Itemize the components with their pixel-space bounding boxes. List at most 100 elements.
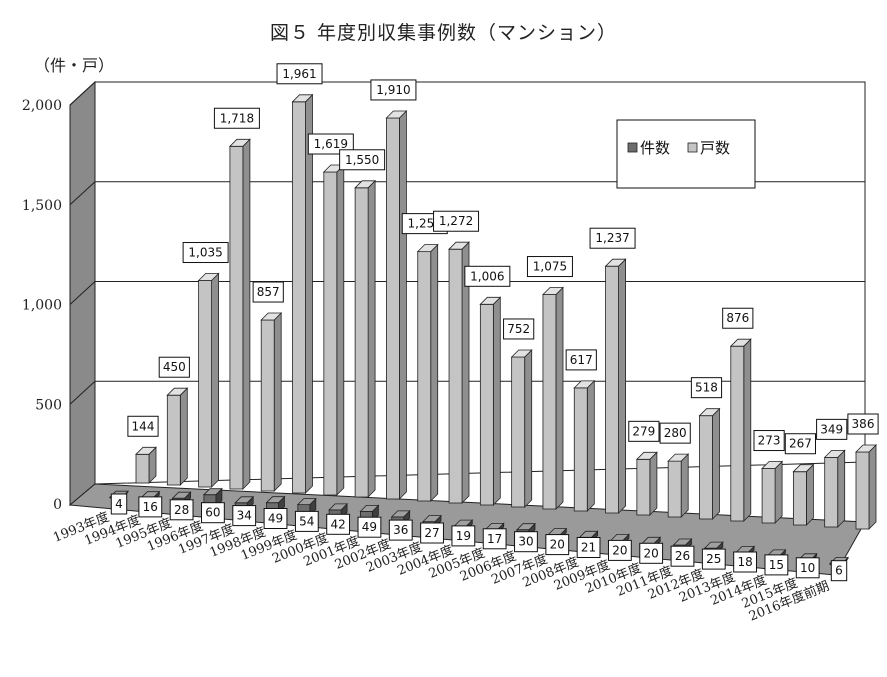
data-label-戸数-box: [628, 420, 660, 442]
data-label-件数-box: [514, 531, 538, 553]
bar-戸数: [824, 456, 839, 528]
bar-戸数-top: [228, 138, 251, 147]
bar-戸数-top: [166, 387, 189, 396]
bar-戸数: [730, 345, 745, 522]
bar-戸数-top: [510, 349, 533, 358]
bar-戸数-top: [604, 258, 627, 267]
data-label-戸数: 518: [695, 381, 718, 395]
bar-戸数-top: [698, 408, 721, 417]
bar-戸数-side: [211, 272, 220, 488]
bar-戸数-side: [743, 338, 752, 522]
bar-戸数: [354, 187, 369, 498]
data-label-件数-box: [545, 534, 570, 556]
legend-label: 戸数: [700, 139, 730, 157]
data-label-件数: 42: [330, 517, 345, 531]
bar-件数-top: [359, 504, 380, 512]
data-label-件数: 36: [393, 523, 408, 537]
bar-件数-top: [328, 503, 349, 511]
data-label-戸数: 267: [789, 437, 812, 451]
data-label-戸数-box: [307, 133, 354, 155]
data-label-戸数-box: [464, 265, 511, 287]
data-label-戸数: 876: [726, 311, 749, 325]
bar-戸数-side: [273, 312, 282, 492]
data-label-戸数: 1,272: [439, 214, 473, 228]
data-label-件数: 6: [835, 564, 843, 578]
bar-戸数-side: [774, 460, 783, 524]
y-tick-label: 2,000: [22, 98, 62, 114]
data-label-戸数-box: [158, 356, 190, 378]
data-label-件数-box: [263, 508, 288, 529]
data-label-件数: 20: [612, 543, 627, 557]
side-gridline: [69, 81, 96, 106]
data-label-戸数-box: [276, 63, 323, 85]
bar-件数-top: [390, 510, 411, 518]
data-label-戸数: 450: [163, 360, 186, 374]
bar-戸数-side: [868, 444, 877, 530]
data-label-戸数-box: [659, 422, 691, 444]
data-label-件数-box: [795, 557, 820, 579]
data-label-件数: 60: [205, 506, 220, 520]
data-label-件数-box: [733, 551, 757, 573]
bar-戸数: [260, 319, 275, 492]
bar-戸数-side: [179, 387, 188, 486]
data-label-戸数-box: [753, 430, 785, 452]
data-label-件数-box: [576, 537, 601, 558]
bar-件数-top: [422, 515, 442, 522]
y-tick-label: 1,500: [22, 198, 62, 214]
data-label-戸数-box: [252, 281, 284, 303]
bar-戸数-side: [806, 463, 814, 526]
bar-戸数: [229, 145, 244, 490]
data-label-戸数: 1,961: [282, 67, 316, 81]
bar-戸数: [761, 468, 776, 524]
bar-戸数-side: [524, 349, 533, 508]
bar-戸数-side: [618, 258, 626, 514]
bar-件数-top: [234, 496, 255, 504]
bar-戸数-side: [430, 243, 439, 502]
data-label-戸数-box: [722, 307, 754, 329]
data-label-戸数-box: [503, 318, 535, 340]
bar-戸数-side: [555, 286, 564, 510]
bar-戸数: [542, 294, 557, 510]
data-label-件数: 20: [644, 546, 659, 560]
data-label-件数-box: [388, 519, 413, 541]
data-label-件数: 21: [581, 541, 596, 555]
data-label-戸数: 1,237: [595, 231, 629, 245]
bar-戸数-top: [823, 449, 846, 458]
data-label-戸数: 752: [507, 322, 530, 336]
data-label-戸数: 273: [758, 434, 781, 448]
bar-戸数-top: [385, 110, 408, 119]
data-label-件数-box: [420, 522, 444, 544]
bar-戸数-top: [855, 444, 877, 453]
data-label-件数-box: [670, 545, 695, 567]
bar-戸数: [573, 387, 588, 512]
data-label-戸数-box: [589, 227, 636, 249]
bar-戸数-top: [416, 244, 439, 253]
data-label-件数: 49: [268, 512, 283, 526]
data-label-件数-box: [169, 499, 194, 521]
data-label-件数: 19: [456, 529, 471, 543]
bar-戸数: [792, 471, 807, 526]
data-label-件数: 28: [174, 503, 189, 517]
data-label-件数: 16: [143, 500, 158, 514]
bar-戸数-top: [197, 273, 220, 281]
data-label-戸数: 280: [664, 426, 687, 440]
data-label-戸数: 857: [257, 285, 280, 299]
bar-件数-top: [171, 491, 192, 499]
data-label-件数-box: [138, 496, 163, 518]
bar-戸数: [135, 453, 150, 484]
chart-title: 図５ 年度別収集事例数（マンション）: [269, 22, 618, 44]
bar-件数-top: [516, 523, 536, 531]
legend-box: [616, 119, 756, 189]
bar-戸数-side: [712, 407, 720, 520]
data-label-件数: 54: [299, 514, 314, 528]
data-label-戸数-box: [526, 256, 573, 278]
legend-label: 件数: [640, 139, 670, 157]
data-label-件数: 30: [518, 535, 533, 549]
bar-戸数-top: [260, 312, 283, 321]
data-label-戸数: 1,075: [533, 260, 567, 274]
bar-戸数: [386, 117, 400, 500]
bar-戸数: [448, 248, 463, 504]
bar-戸数: [511, 356, 526, 508]
data-label-件数-box: [294, 510, 319, 532]
